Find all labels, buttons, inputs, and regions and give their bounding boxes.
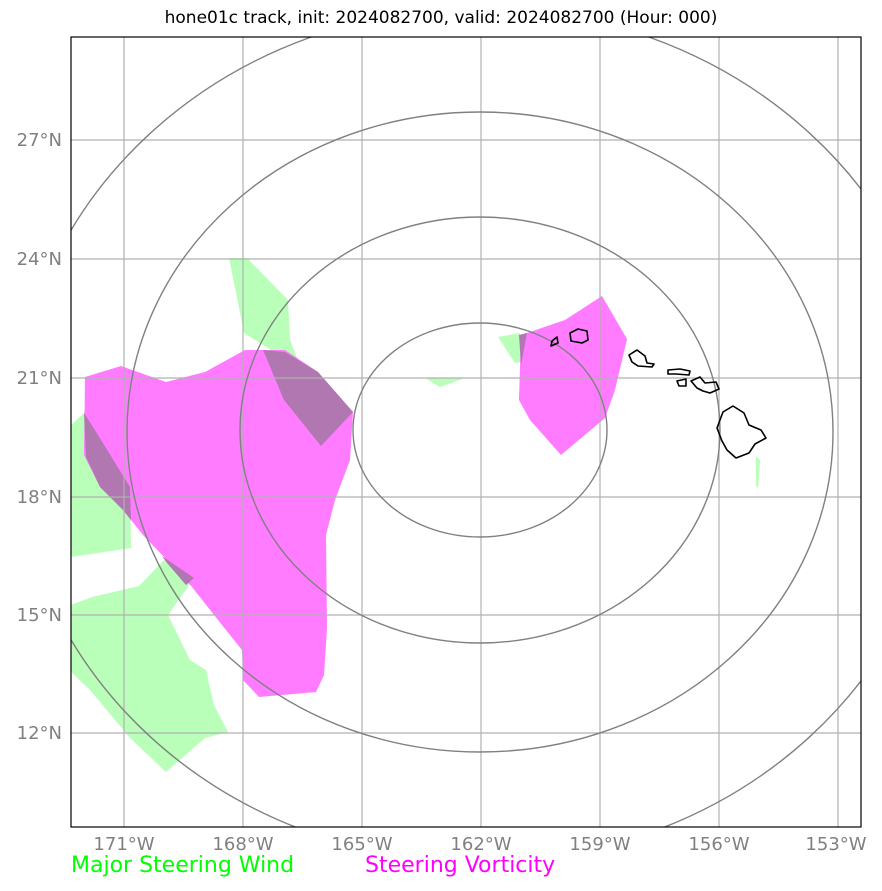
wind-area-south — [71, 560, 228, 772]
wind-area-north — [229, 258, 300, 365]
lon-tick-156w: 156°W — [688, 834, 749, 855]
overlap-areas — [84, 333, 527, 585]
lat-tick-15n: 15°N — [17, 605, 62, 626]
range-ring-1 — [352, 322, 608, 538]
lon-tick-labels: 171°W 168°W 165°W 162°W 159°W 156°W 153°… — [93, 834, 866, 855]
map-plot-area — [71, 37, 861, 827]
legend-steering-vorticity: Steering Vorticity — [365, 853, 556, 878]
plot-frame — [70, 36, 862, 828]
range-ring-2 — [239, 216, 721, 644]
lat-tick-24n: 24°N — [17, 249, 62, 270]
lat-tick-27n: 27°N — [17, 130, 62, 151]
range-ring-3 — [126, 111, 834, 753]
molokai-outline — [667, 368, 691, 376]
lon-tick-159w: 159°W — [569, 834, 630, 855]
wind-area-hawaii-east — [756, 456, 760, 488]
oahu-outline — [628, 349, 655, 368]
lat-tick-labels: 27°N 24°N 21°N 18°N 15°N 12°N — [17, 130, 62, 744]
maui-outline — [690, 376, 720, 394]
vorticity-area-east — [519, 296, 627, 455]
lon-tick-171w: 171°W — [93, 834, 154, 855]
kauai-outline — [569, 328, 589, 344]
overlap-area-north — [263, 350, 353, 446]
lon-tick-153w: 153°W — [805, 834, 866, 855]
legend-major-steering-wind: Major Steering Wind — [71, 853, 295, 878]
map-title: hone01c track, init: 2024082700, valid: … — [164, 8, 718, 28]
lon-tick-165w: 165°W — [331, 834, 392, 855]
hawaiian-islands-coastline — [550, 328, 767, 459]
range-rings — [71, 37, 861, 827]
lat-tick-18n: 18°N — [17, 487, 62, 508]
wind-area-east — [498, 333, 522, 363]
overlap-area-south — [162, 556, 194, 585]
lon-tick-168w: 168°W — [212, 834, 273, 855]
overlap-area-east — [519, 333, 527, 365]
vorticity-area-west — [84, 350, 353, 697]
lon-tick-162w: 162°W — [450, 834, 511, 855]
lanai-outline — [676, 378, 687, 387]
niihau-outline — [550, 336, 559, 347]
overlap-area-west — [84, 413, 131, 520]
lat-tick-12n: 12°N — [17, 723, 62, 744]
graticule — [71, 37, 861, 827]
wind-area-central — [425, 378, 465, 387]
lat-tick-21n: 21°N — [17, 368, 62, 389]
big-island-outline — [716, 405, 767, 459]
